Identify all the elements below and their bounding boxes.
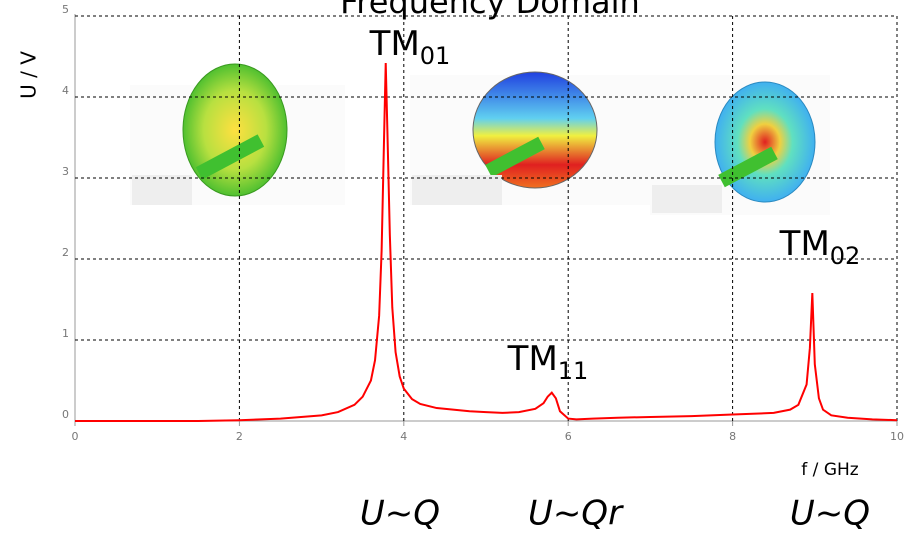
inset-image (130, 63, 345, 205)
x-tick-label: 10 (890, 430, 904, 443)
annotation-text: TM (507, 339, 558, 379)
note: U~Q (790, 494, 870, 534)
y-tick-label: 1 (62, 327, 69, 340)
y-tick-label: 3 (62, 165, 69, 178)
y-tick-label: 2 (62, 246, 69, 259)
note: U~Q (360, 494, 440, 534)
annotation-text: TM (779, 224, 830, 264)
inset-image (410, 71, 650, 205)
y-tick-label: 5 (62, 3, 69, 16)
annotation-sub: 02 (830, 242, 861, 270)
x-tick-label: 2 (236, 430, 243, 443)
annotation-sub: 11 (558, 357, 589, 385)
x-tick-label: 0 (72, 430, 79, 443)
annotation: TM01 (369, 24, 451, 71)
y-tick-label: 0 (62, 408, 69, 421)
x-tick-label: 4 (400, 430, 407, 443)
x-tick-label: 8 (729, 430, 736, 443)
chart-title: Frequency Domain (340, 0, 640, 21)
x-tick-label: 6 (565, 430, 572, 443)
data-line (75, 62, 898, 422)
annotation-text: TM (369, 24, 420, 64)
annotation: TM11 (507, 339, 589, 386)
inset-image (650, 75, 830, 215)
annotation: TM02 (779, 224, 861, 271)
y-tick-label: 4 (62, 84, 69, 97)
y-axis-label: U / V (17, 51, 41, 99)
x-axis-label: f / GHz (801, 460, 858, 480)
annotation-sub: 01 (420, 42, 451, 70)
note: U~Qr (528, 494, 624, 534)
